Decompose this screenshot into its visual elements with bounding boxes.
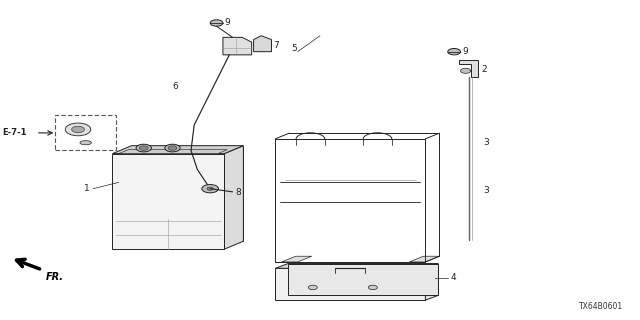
Text: FR.: FR.: [45, 271, 63, 282]
Circle shape: [448, 49, 461, 55]
Polygon shape: [119, 150, 227, 154]
Polygon shape: [275, 268, 426, 300]
Text: TX64B0601: TX64B0601: [579, 302, 623, 311]
Polygon shape: [410, 256, 440, 262]
Text: 8: 8: [236, 188, 241, 197]
Circle shape: [136, 144, 152, 152]
Text: 4: 4: [451, 273, 456, 282]
Polygon shape: [275, 264, 438, 268]
Polygon shape: [223, 37, 252, 55]
Text: 1: 1: [84, 184, 90, 193]
Circle shape: [65, 123, 91, 136]
Polygon shape: [288, 264, 438, 295]
Text: 9: 9: [463, 47, 468, 56]
Text: 9: 9: [224, 19, 230, 28]
Polygon shape: [224, 146, 243, 249]
Text: 2: 2: [481, 65, 487, 74]
Text: 5: 5: [291, 44, 297, 53]
Circle shape: [72, 126, 84, 132]
Polygon shape: [113, 154, 224, 249]
Polygon shape: [253, 36, 271, 52]
Polygon shape: [460, 60, 478, 77]
Circle shape: [461, 68, 470, 73]
Text: E-7-1: E-7-1: [3, 128, 27, 137]
Circle shape: [308, 285, 317, 290]
Polygon shape: [426, 264, 438, 300]
Polygon shape: [132, 146, 243, 241]
Circle shape: [369, 285, 378, 290]
Text: 7: 7: [273, 41, 278, 50]
Circle shape: [207, 187, 213, 190]
Ellipse shape: [80, 141, 92, 145]
Circle shape: [168, 146, 177, 150]
Polygon shape: [113, 146, 243, 154]
Circle shape: [165, 144, 180, 152]
Circle shape: [202, 185, 218, 193]
Text: 3: 3: [483, 186, 489, 195]
Polygon shape: [282, 256, 312, 262]
Text: 3: 3: [483, 138, 489, 147]
Circle shape: [140, 146, 148, 150]
Text: 6: 6: [172, 82, 178, 91]
Circle shape: [210, 20, 223, 26]
